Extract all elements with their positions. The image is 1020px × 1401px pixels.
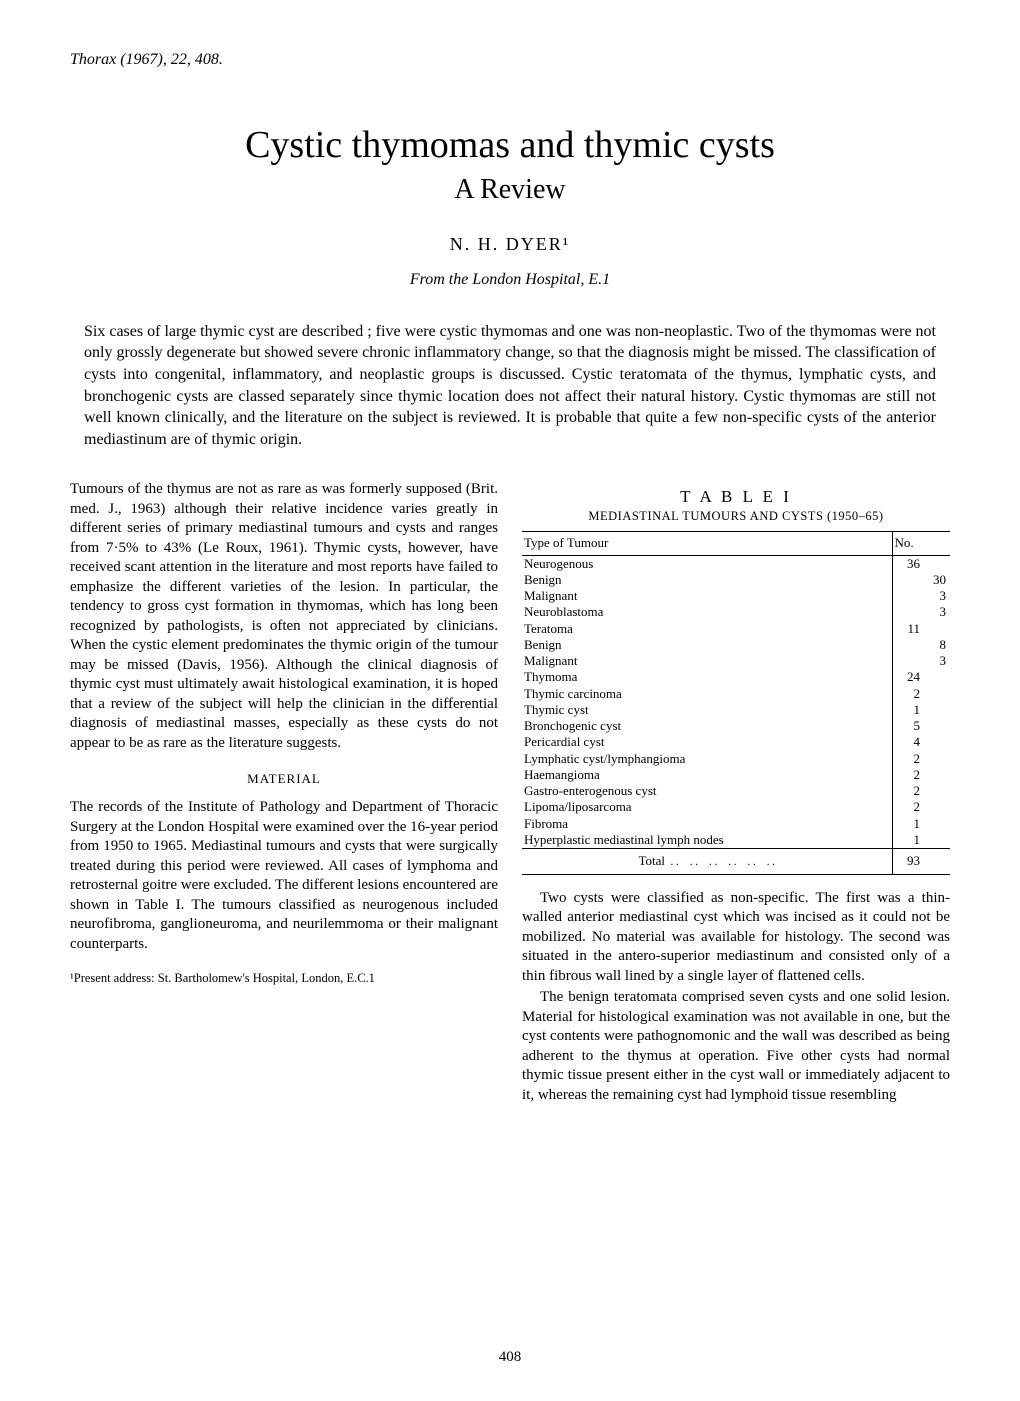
right-column: T A B L E I MEDIASTINAL TUMOURS AND CYST… bbox=[522, 480, 950, 1107]
table-row-main-count: 1 bbox=[892, 702, 922, 718]
author-name: N. H. DYER¹ bbox=[70, 233, 950, 256]
table-row-main-count bbox=[892, 588, 922, 604]
table-row-label: Bronchogenic cyst bbox=[522, 718, 892, 734]
table-row-main-count: 24 bbox=[892, 669, 922, 685]
author-footnote: ¹Present address: St. Bartholomew's Hosp… bbox=[70, 970, 498, 986]
table-row-sub-count bbox=[922, 702, 950, 718]
table-row-label: Neuroblastoma bbox=[522, 604, 892, 620]
results-paragraph-1: Two cysts were classified as non-specifi… bbox=[522, 889, 950, 987]
tumour-table: Type of Tumour No. Neurogenous36Benign30… bbox=[522, 531, 950, 875]
table-row-main-count: 36 bbox=[892, 555, 922, 572]
results-paragraph-2: The benign teratomata comprised seven cy… bbox=[522, 988, 950, 1105]
table-row-label: Lipoma/liposarcoma bbox=[522, 799, 892, 815]
article-title: Cystic thymomas and thymic cysts bbox=[70, 121, 950, 170]
table-total-blank bbox=[922, 849, 950, 875]
section-heading-material: MATERIAL bbox=[70, 771, 498, 788]
intro-paragraph: Tumours of the thymus are not as rare as… bbox=[70, 480, 498, 753]
table-row-label: Pericardial cyst bbox=[522, 734, 892, 750]
table-row-main-count bbox=[892, 653, 922, 669]
table-row-sub-count bbox=[922, 751, 950, 767]
table-title: T A B L E I bbox=[522, 486, 950, 508]
page-number: 408 bbox=[0, 1348, 1020, 1368]
two-column-body: Tumours of the thymus are not as rare as… bbox=[70, 480, 950, 1107]
table-row-sub-count bbox=[922, 734, 950, 750]
left-column: Tumours of the thymus are not as rare as… bbox=[70, 480, 498, 1107]
table-row-label: Haemangioma bbox=[522, 767, 892, 783]
table-row-sub-count bbox=[922, 832, 950, 849]
table-row-sub-count bbox=[922, 783, 950, 799]
author-affiliation: From the London Hospital, E.1 bbox=[70, 270, 950, 291]
table-row-sub-count bbox=[922, 669, 950, 685]
table-header-type: Type of Tumour bbox=[522, 531, 892, 555]
table-row-label: Malignant bbox=[522, 588, 892, 604]
table-row-label: Thymoma bbox=[522, 669, 892, 685]
table-row-main-count: 2 bbox=[892, 799, 922, 815]
table-row-label: Thymic carcinoma bbox=[522, 686, 892, 702]
table-row-label: Thymic cyst bbox=[522, 702, 892, 718]
table-row-sub-count: 3 bbox=[922, 604, 950, 620]
table-row-label: Malignant bbox=[522, 653, 892, 669]
abstract-text: Six cases of large thymic cyst are descr… bbox=[84, 321, 936, 451]
table-row-main-count: 4 bbox=[892, 734, 922, 750]
article-subtitle: A Review bbox=[70, 172, 950, 208]
table-row-label: Benign bbox=[522, 572, 892, 588]
table-row-sub-count bbox=[922, 686, 950, 702]
table-row-sub-count: 3 bbox=[922, 653, 950, 669]
table-row-sub-count: 8 bbox=[922, 637, 950, 653]
table-header-no: No. bbox=[892, 531, 950, 555]
table-row-sub-count bbox=[922, 555, 950, 572]
table-row-main-count bbox=[892, 572, 922, 588]
table-row-sub-count: 3 bbox=[922, 588, 950, 604]
table-total-label: Total bbox=[522, 849, 892, 875]
table-row-sub-count bbox=[922, 767, 950, 783]
table-row-main-count: 5 bbox=[892, 718, 922, 734]
table-row-main-count bbox=[892, 637, 922, 653]
table-row-main-count: 1 bbox=[892, 816, 922, 832]
table-row-label: Teratoma bbox=[522, 621, 892, 637]
table-total-value: 93 bbox=[892, 849, 922, 875]
table-row-label: Fibroma bbox=[522, 816, 892, 832]
table-row-sub-count bbox=[922, 621, 950, 637]
table-subtitle: MEDIASTINAL TUMOURS AND CYSTS (1950–65) bbox=[522, 508, 950, 524]
table-row-label: Gastro-enterogenous cyst bbox=[522, 783, 892, 799]
table-row-label: Hyperplastic mediastinal lymph nodes bbox=[522, 832, 892, 849]
table-row-sub-count: 30 bbox=[922, 572, 950, 588]
table-row-sub-count bbox=[922, 718, 950, 734]
table-row-label: Neurogenous bbox=[522, 555, 892, 572]
table-row-main-count: 2 bbox=[892, 686, 922, 702]
material-paragraph: The records of the Institute of Patholog… bbox=[70, 798, 498, 954]
table-row-label: Lymphatic cyst/lymphangioma bbox=[522, 751, 892, 767]
table-row-main-count: 2 bbox=[892, 767, 922, 783]
table-row-sub-count bbox=[922, 816, 950, 832]
table-row-main-count bbox=[892, 604, 922, 620]
table-row-sub-count bbox=[922, 799, 950, 815]
table-row-main-count: 11 bbox=[892, 621, 922, 637]
table-row-label: Benign bbox=[522, 637, 892, 653]
table-row-main-count: 2 bbox=[892, 783, 922, 799]
table-row-main-count: 1 bbox=[892, 832, 922, 849]
journal-citation: Thorax (1967), 22, 408. bbox=[70, 50, 950, 71]
table-row-main-count: 2 bbox=[892, 751, 922, 767]
